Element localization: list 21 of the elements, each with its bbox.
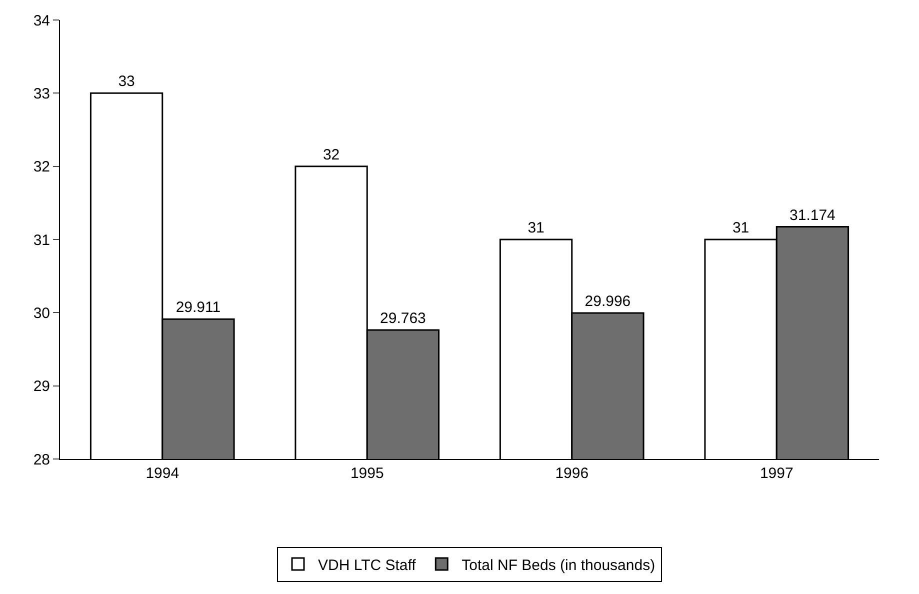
data-label: 29.911 bbox=[176, 299, 221, 316]
x-tick-label: 1994 bbox=[146, 465, 180, 482]
y-tick-label: 34 bbox=[33, 12, 50, 30]
legend-label: VDH LTC Staff bbox=[318, 556, 417, 574]
data-label: 31 bbox=[528, 220, 544, 236]
data-label: 29.763 bbox=[380, 310, 426, 328]
data-label: 32 bbox=[322, 146, 340, 164]
data-label: 29.996 bbox=[584, 292, 631, 310]
legend-label: Total NF Beds (in thousands) bbox=[462, 556, 656, 574]
x-tick-label: 1995 bbox=[350, 465, 384, 482]
x-tick-label: 1997 bbox=[760, 465, 794, 482]
y-tick-label: 28 bbox=[33, 451, 50, 468]
y-tick-label: 33 bbox=[33, 85, 50, 102]
data-label: 31.174 bbox=[790, 206, 836, 224]
y-tick-label: 31 bbox=[33, 232, 50, 249]
y-tick-label: 29 bbox=[33, 378, 50, 396]
x-tick-label: 1996 bbox=[555, 465, 589, 482]
data-label: 31 bbox=[732, 220, 750, 236]
y-tick-label: 30 bbox=[33, 304, 50, 322]
data-label: 33 bbox=[118, 73, 135, 90]
y-tick-label: 32 bbox=[33, 158, 50, 176]
